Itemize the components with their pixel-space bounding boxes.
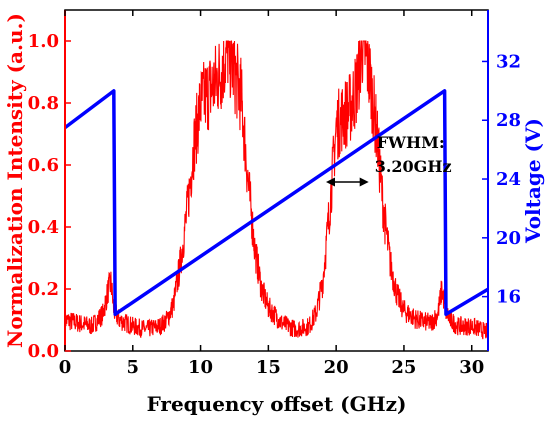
x-tick-label: 10: [188, 357, 213, 378]
y2-axis-label: Voltage (V): [521, 118, 545, 244]
voltage-series-line: [63, 89, 489, 316]
y2-tick-label: 16: [496, 287, 521, 308]
y2-tick-label: 20: [496, 228, 521, 249]
x-tick-label: 15: [256, 357, 281, 378]
y-tick-label: 0.2: [28, 279, 59, 300]
plot-frame: [64, 9, 489, 352]
x-tick-label: 0: [59, 357, 72, 378]
fwhm-value: 3.20GHz: [375, 157, 452, 176]
fwhm-arrowhead-left: [325, 177, 335, 187]
y2-tick-label: 32: [496, 51, 521, 72]
series-layer: [63, 40, 489, 340]
y-axis-label: Normalization Intensity (a.u.): [3, 13, 27, 348]
y2-tick-label: 28: [496, 110, 521, 131]
x-tick-label: 20: [324, 357, 349, 378]
fwhm-label: FWHM:: [377, 133, 445, 152]
y-tick-label: 1.0: [28, 31, 59, 52]
y2-tick-label: 24: [496, 169, 521, 190]
y-tick-label: 0.4: [28, 217, 59, 238]
x-tick-label: 5: [127, 357, 140, 378]
y-tick-label: 0.6: [28, 155, 59, 176]
x-tick-label: 25: [391, 357, 416, 378]
ticks-layer: 0 5 10 15 20 25 30 0.0 0.2 0.4 0.6 0.8 1.0 16 20 24 28 32: [28, 10, 521, 378]
x-tick-label: 30: [459, 357, 484, 378]
intensity-series-line: [64, 40, 489, 340]
annotation-layer: FWHM: 3.20GHz: [325, 133, 452, 187]
x-axis-label: Frequency offset (GHz): [147, 392, 407, 416]
fwhm-arrowhead-right: [359, 177, 369, 187]
y-tick-label: 0.0: [28, 341, 59, 362]
y-tick-label: 0.8: [28, 93, 59, 114]
